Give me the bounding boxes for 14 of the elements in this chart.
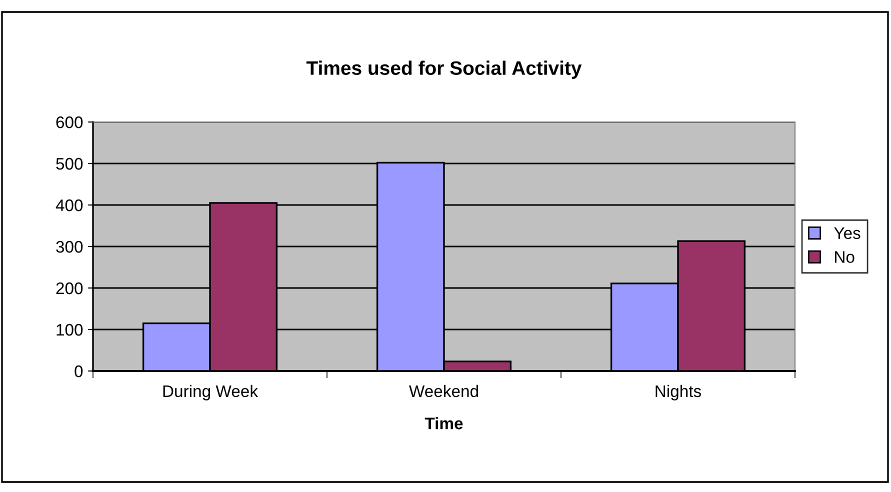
y-tick-label: 400 (56, 199, 83, 212)
y-tick-label: 0 (74, 365, 83, 378)
x-tick-label: During Week (163, 384, 258, 400)
y-tick-label: 600 (56, 116, 83, 128)
y-tick-label: 300 (56, 240, 83, 253)
y-tick-label: 500 (56, 158, 83, 170)
x-tick-label: Weekend (409, 384, 478, 398)
x-tick-label: Nights (656, 384, 702, 400)
y-tick-label: 100 (56, 324, 83, 336)
y-tick-label: 200 (56, 282, 83, 294)
chart-title: Times used for Social Activity (306, 60, 582, 79)
x-axis-title: Time (424, 417, 463, 430)
legend-label: Yes (834, 227, 860, 240)
legend-label: No (835, 251, 854, 263)
